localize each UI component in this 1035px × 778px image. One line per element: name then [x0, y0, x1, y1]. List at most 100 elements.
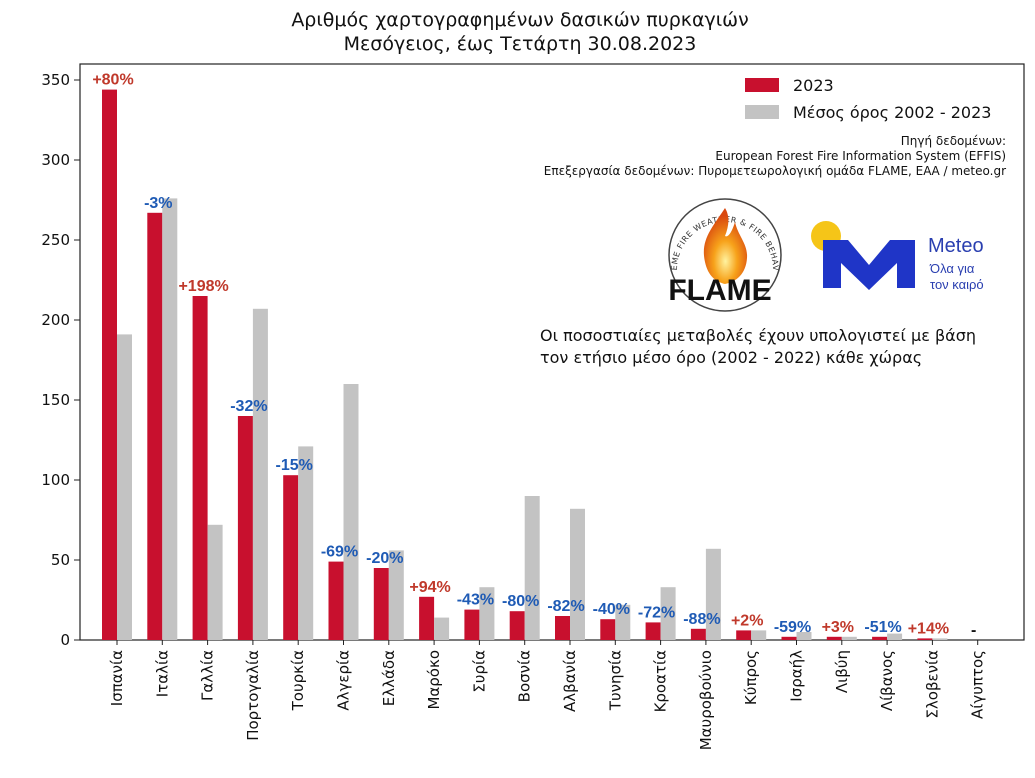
y-tick-label: 200 — [41, 311, 70, 329]
note-line-2: τον ετήσιο μέσο όρο (2002 - 2022) κάθε χ… — [540, 348, 922, 367]
flame-logo-ring — [668, 198, 782, 312]
bar-2023 — [690, 628, 706, 640]
meteo-logo-word: Meteo — [928, 235, 984, 257]
bar-2023 — [328, 561, 344, 640]
meteo-tagline-2: τον καιρό — [930, 277, 984, 292]
y-tick-label: 0 — [60, 631, 70, 649]
category-label: Γαλλία — [199, 650, 217, 701]
category-label: Λιβύη — [833, 650, 851, 693]
source-line-1: Πηγή δεδομένων: — [901, 134, 1006, 148]
category-label: Ελλάδα — [380, 650, 398, 706]
bar-2023 — [917, 638, 933, 640]
percent-change-label: -3% — [144, 195, 172, 212]
meteo-logo: Meteo Όλα για τον καιρό — [811, 221, 984, 292]
bar-average — [751, 630, 767, 640]
category-label: Αίγυπτος — [969, 650, 987, 719]
y-tick-label: 100 — [41, 471, 70, 489]
bar-average — [434, 617, 450, 640]
percent-change-label: -43% — [457, 592, 494, 609]
bar-average — [524, 496, 540, 640]
percent-change-label: +80% — [92, 72, 133, 89]
bar-average — [615, 604, 631, 640]
legend-swatch-2023 — [745, 78, 779, 92]
legend-swatch-average — [745, 105, 779, 119]
bar-average — [388, 550, 404, 640]
bar-average — [887, 633, 903, 640]
category-label: Σλοβενία — [923, 650, 941, 719]
meteo-m-icon — [823, 240, 915, 290]
bar-2023 — [419, 596, 435, 640]
bar-average — [117, 334, 132, 640]
legend-label-average: Μέσος όρος 2002 - 2023 — [793, 103, 991, 122]
chart-title-line-2: Μεσόγειος, έως Τετάρτη 30.08.2023 — [344, 33, 697, 55]
x-axis: Ισπανία Ιταλία Γαλλία Πορτογαλία Τουρκία Αλγε… — [108, 640, 987, 750]
category-label: Τουρκία — [289, 650, 307, 711]
category-label: Ισπανία — [108, 650, 126, 706]
bar-2023 — [373, 568, 389, 640]
y-tick-label: 150 — [41, 391, 70, 409]
percent-change-label: -72% — [638, 604, 675, 621]
percent-change-label: -51% — [864, 619, 901, 636]
bar-average — [660, 587, 676, 640]
bar-average — [162, 198, 178, 640]
bar-average — [207, 524, 223, 640]
bar-average — [841, 636, 857, 640]
percent-change-label: -88% — [683, 611, 720, 628]
flame-fire-icon — [703, 208, 748, 284]
flame-logo-word: FLAME — [668, 274, 771, 307]
bar-2023 — [645, 622, 661, 640]
bar-2023 — [781, 636, 797, 640]
y-tick-label: 50 — [51, 551, 70, 569]
bar-average — [479, 587, 495, 640]
meteo-tagline-1: Όλα για — [929, 261, 975, 276]
category-label: Συρία — [470, 650, 488, 693]
bar-2023 — [192, 296, 208, 640]
source-line-3: Επεξεργασία δεδομένων: Πυρομετεωρολογική… — [544, 164, 1006, 178]
percent-change-label: -15% — [276, 457, 313, 474]
category-label: Λίβανος — [878, 650, 896, 711]
bar-2023 — [600, 619, 616, 640]
percent-change-label: -20% — [366, 550, 403, 567]
percent-change-label: -59% — [774, 619, 811, 636]
percent-change-label: +198% — [178, 278, 228, 295]
y-tick-label: 300 — [41, 151, 70, 169]
category-label: Κύπρος — [742, 650, 760, 705]
category-label: Πορτογαλία — [244, 650, 262, 741]
bar-average — [570, 508, 585, 640]
percent-labels-group: +80% -3% +198% -32% -15% -69% -20% +94% -43% -80%… — [92, 72, 976, 639]
bar-average — [796, 632, 812, 640]
chart-title-line-1: Αριθμός χαρτογραφημένων δασικών πυρκαγιώ… — [291, 9, 748, 31]
legend-label-2023: 2023 — [793, 76, 834, 95]
bar-2023 — [237, 416, 253, 640]
bar-2023 — [283, 475, 299, 640]
y-tick-label: 250 — [41, 231, 70, 249]
category-label: Αλβανία — [561, 650, 579, 712]
bar-2023 — [872, 636, 888, 640]
bar-2023 — [736, 630, 752, 640]
bar-2023 — [102, 89, 117, 641]
percent-change-label: +3% — [822, 619, 854, 636]
percent-change-label: -32% — [230, 398, 267, 415]
y-axis: 0 50 100 150 200 250 300 350 — [41, 71, 80, 649]
category-label: Μαρόκο — [425, 650, 443, 710]
percent-change-label: -82% — [547, 598, 584, 615]
category-label: Ιταλία — [153, 650, 171, 697]
bar-2023 — [464, 609, 480, 640]
bar-2023 — [826, 636, 842, 640]
bar-2023 — [509, 611, 525, 640]
percent-change-label: +14% — [908, 620, 949, 637]
bar-average — [298, 446, 314, 640]
category-label: Κροατία — [652, 650, 670, 713]
bar-2023 — [147, 212, 163, 641]
bar-average — [343, 384, 359, 640]
percent-change-label: -40% — [593, 601, 630, 618]
plot-area-frame — [79, 63, 1025, 641]
legend: 2023 Μέσος όρος 2002 - 2023 — [745, 76, 991, 122]
category-label: Βοσνία — [516, 650, 534, 702]
percent-change-label: - — [971, 622, 976, 639]
percent-change-label: +2% — [731, 612, 763, 629]
bar-average — [705, 548, 721, 640]
source-line-2: European Forest Fire Information System … — [715, 149, 1006, 163]
percent-change-label: -69% — [321, 544, 358, 561]
